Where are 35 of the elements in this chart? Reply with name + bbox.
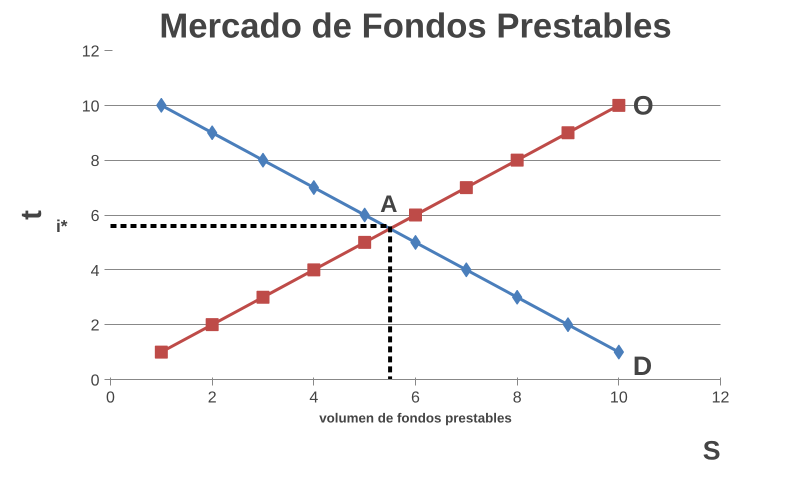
y-tick-label: 0	[90, 372, 100, 390]
y-tick-label: 10	[82, 98, 100, 116]
point	[612, 98, 626, 112]
x-tick-label: 8	[512, 390, 522, 406]
text: S	[702, 436, 720, 466]
y-tick-label: 6	[90, 208, 100, 225]
point	[256, 290, 270, 304]
annotation: A	[380, 190, 398, 218]
x-tick-label: 2	[208, 390, 217, 406]
series-label: D	[632, 351, 652, 382]
y-tick-label: 12	[82, 44, 100, 60]
x-tick-label: 0	[106, 390, 116, 406]
point	[562, 126, 574, 140]
chart-title: Mercado de Fondos Prestables	[159, 8, 672, 46]
point	[360, 208, 370, 222]
point	[510, 154, 524, 167]
x-tick-label: 10	[610, 390, 628, 406]
x-tick-label: 12	[712, 390, 730, 406]
point	[307, 263, 320, 276]
annotation: i*	[56, 216, 68, 236]
point	[258, 152, 268, 168]
y-tick-label: 8	[90, 153, 100, 170]
point	[206, 318, 219, 332]
point	[460, 181, 473, 194]
y-tick-label: 4	[90, 262, 100, 280]
point	[154, 346, 168, 359]
x-tick-label: 4	[309, 390, 318, 406]
y-axis-title: t	[14, 210, 48, 220]
point	[562, 317, 574, 332]
y-tick-label: 2	[90, 318, 100, 335]
point	[358, 236, 372, 249]
x-axis-title: volumen de fondos prestables	[319, 410, 512, 426]
point	[409, 208, 422, 222]
point	[410, 234, 421, 250]
x-tick-label: 6	[411, 390, 420, 406]
